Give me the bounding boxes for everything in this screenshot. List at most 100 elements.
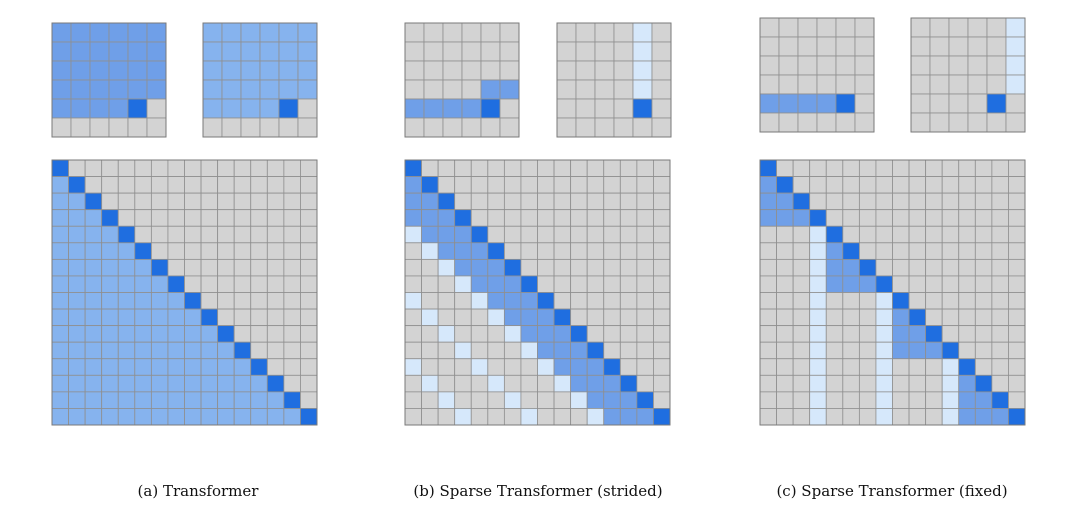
- grid-cell: [283, 391, 301, 409]
- small-grid-left-strided: [404, 22, 520, 138]
- grid-cell: [250, 391, 268, 409]
- grid-cell: [809, 275, 827, 293]
- grid-cell: [586, 325, 605, 343]
- grid-cell: [437, 159, 456, 177]
- small-grid-left-transformer: [51, 22, 167, 138]
- grid-cell: [421, 225, 439, 244]
- grid-cell: [84, 225, 103, 244]
- grid-cell: [553, 292, 572, 310]
- grid-cell: [134, 176, 152, 194]
- grid-cell: [503, 374, 522, 393]
- grid-cell: [167, 225, 185, 244]
- grid-cell: [250, 408, 268, 426]
- grid-cell: [150, 341, 169, 360]
- grid-cell: [958, 292, 976, 310]
- grid-frame: [404, 159, 671, 426]
- grid-cell: [586, 258, 605, 277]
- grid-cell: [297, 79, 318, 100]
- grid-cell: [437, 408, 456, 426]
- grid-cell: [470, 292, 489, 310]
- grid-cell: [792, 176, 811, 194]
- grid-cell: [586, 308, 605, 327]
- grid-cell: [404, 391, 422, 409]
- grid-cell: [68, 408, 86, 426]
- grid-cell: [1008, 242, 1026, 260]
- grid-cell: [892, 374, 910, 393]
- grid-cell: [101, 325, 119, 343]
- grid-cell: [146, 41, 167, 62]
- grid-cell: [134, 341, 152, 360]
- grid-cell: [200, 242, 219, 260]
- grid-cell: [603, 292, 621, 310]
- grid-cell: [217, 209, 235, 227]
- grid-cell: [991, 176, 1009, 194]
- grid-cell: [858, 292, 877, 310]
- grid-cell: [134, 159, 152, 177]
- grid-cell: [184, 308, 202, 327]
- grid-cell: [809, 374, 827, 393]
- grid-cell: [89, 79, 110, 100]
- grid-cell: [842, 391, 860, 409]
- grid-cell: [908, 292, 927, 310]
- grid-cell: [759, 275, 777, 293]
- grid-cell: [809, 242, 827, 260]
- grid-cell: [941, 176, 960, 194]
- grid-cell: [134, 225, 152, 244]
- grid-cell: [875, 408, 893, 426]
- grid-cell: [809, 391, 827, 409]
- grid-cell: [835, 17, 856, 38]
- grid-cell: [51, 341, 69, 360]
- grid-cell: [150, 308, 169, 327]
- grid-cell: [958, 225, 976, 244]
- grid-cell: [1008, 374, 1026, 393]
- grid-cell: [250, 308, 268, 327]
- grid-cell: [1005, 55, 1026, 76]
- grid-cell: [134, 209, 152, 227]
- grid-cell: [986, 93, 1007, 114]
- grid-cell: [283, 242, 301, 260]
- grid-cell: [537, 374, 555, 393]
- grid-cell: [875, 341, 893, 360]
- grid-cell: [404, 209, 422, 227]
- grid-cell: [51, 374, 69, 393]
- grid-cell: [101, 408, 119, 426]
- grid-cell: [520, 225, 538, 244]
- grid-cell: [470, 308, 489, 327]
- grid-cell: [1005, 36, 1026, 57]
- grid-cell: [217, 408, 235, 426]
- grid-cell: [858, 176, 877, 194]
- grid-cell: [167, 209, 185, 227]
- grid-cell: [470, 176, 489, 194]
- grid-cell: [792, 275, 811, 293]
- grid-cell: [776, 308, 794, 327]
- grid-cell: [778, 55, 799, 76]
- grid-cell: [259, 60, 280, 81]
- grid-cell: [929, 17, 950, 38]
- grid-cell: [266, 176, 285, 194]
- grid-cell: [603, 176, 621, 194]
- grid-cell: [1005, 112, 1026, 133]
- grid-cell: [809, 325, 827, 343]
- grid-cell: [875, 374, 893, 393]
- grid-cell: [816, 17, 837, 38]
- grid-cell: [68, 192, 86, 211]
- grid-cell: [570, 292, 588, 310]
- grid-cell: [1008, 159, 1026, 177]
- grid-cell: [221, 41, 242, 62]
- grid-cell: [910, 74, 931, 95]
- grid-cell: [809, 408, 827, 426]
- grid-cell: [499, 22, 520, 43]
- grid-cell: [908, 341, 927, 360]
- grid-cell: [842, 209, 860, 227]
- grid-cell: [421, 258, 439, 277]
- grid-cell: [51, 22, 72, 43]
- grid-cell: [613, 79, 634, 100]
- grid-cell: [499, 41, 520, 62]
- grid-cell: [454, 192, 472, 211]
- grid-cell: [958, 374, 976, 393]
- grid-cell: [537, 341, 555, 360]
- grid-cell: [835, 74, 856, 95]
- grid-cell: [217, 225, 235, 244]
- grid-cell: [619, 176, 638, 194]
- grid-cell: [941, 308, 960, 327]
